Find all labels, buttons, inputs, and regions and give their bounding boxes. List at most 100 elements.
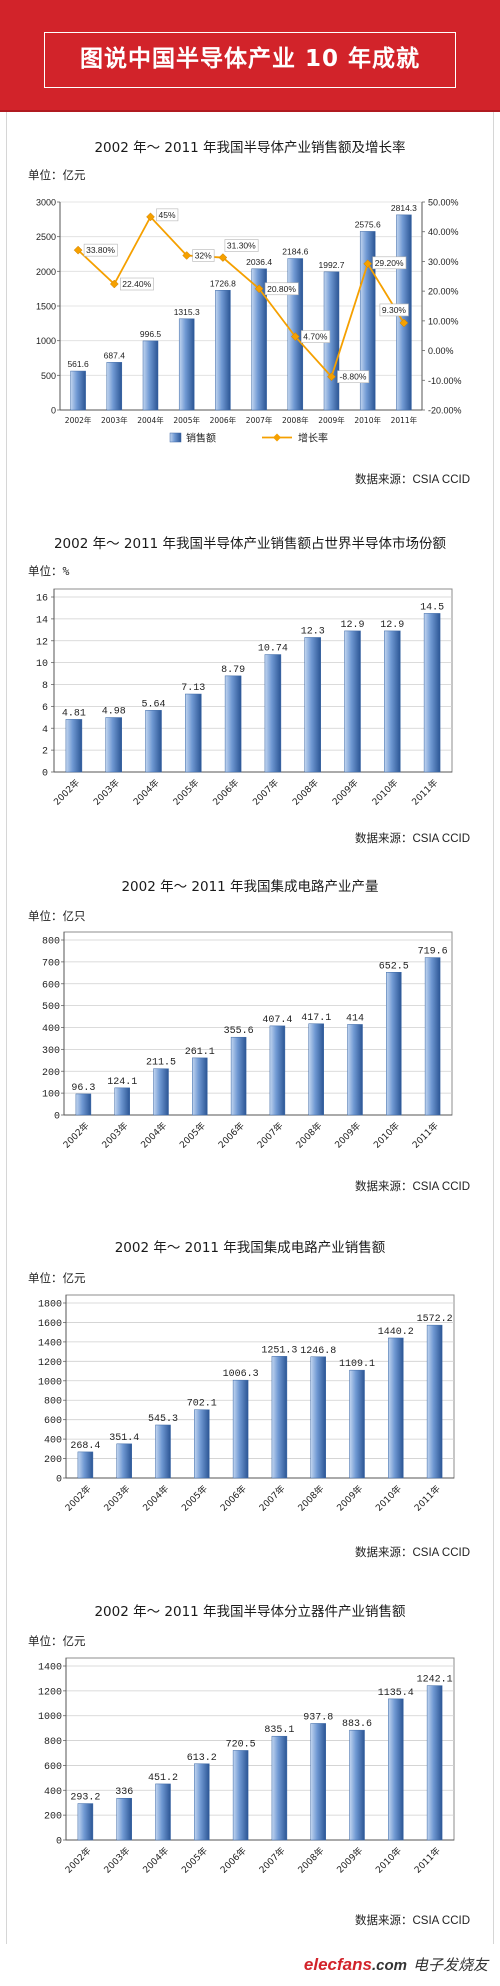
bar-value-label: 545.3: [148, 1414, 178, 1425]
bar: [347, 1024, 363, 1116]
x-tick-label: 2002年: [51, 777, 82, 808]
bar-value-label: 355.6: [224, 1026, 254, 1037]
growth-label-box: [300, 330, 331, 343]
bar-value-label: 336: [115, 1787, 133, 1798]
legend-item-sales: 销售额: [169, 432, 216, 445]
bar: [194, 1409, 210, 1479]
y-tick-label: 300: [42, 1046, 60, 1057]
x-tick-label: 2010年: [373, 1845, 404, 1876]
growth-label-box: [120, 277, 154, 291]
chart-canvas: 0 500 1000 1500 2000 2500 3000 561.6 687.4 996.5 1…: [36, 198, 462, 445]
chart-discrete-device-sales: 0 200 400 600 800 1000 1200 1400 293.2 336 451.2 61…: [0, 1581, 500, 1944]
bar-value-label: 1572.2: [417, 1314, 453, 1325]
chart-unit: 单位：亿只: [28, 909, 86, 923]
y-tick-label: 0: [56, 1475, 62, 1486]
x-tick-label: 2010年: [354, 415, 381, 425]
growth-data-label: 22.40%: [120, 277, 154, 291]
x-tick-label: 2007年: [246, 415, 273, 425]
x-tick-label: 2006年: [210, 777, 241, 808]
bar-value-label: 8.79: [221, 665, 245, 676]
x-tick-label: 2005年: [170, 777, 201, 808]
chart-unit: 单位：%: [28, 564, 70, 578]
x-tick-label: 2008年: [293, 1120, 324, 1151]
chart-semiconductor-sales-growth: 0 500 1000 1500 2000 2500 3000 561.6 687.4 996.5 1…: [0, 118, 500, 500]
header-title-box: 图说中国半导体产业 10 年成就: [44, 32, 456, 88]
bar-value-label: 451.2: [148, 1773, 178, 1784]
x-tick-label: 2006年: [218, 1845, 249, 1876]
x-tick-label: 2003年: [101, 415, 128, 425]
legend-item-growth: 增长率: [262, 432, 328, 445]
growth-label-box: [379, 303, 409, 317]
x-tick-label: 2002年: [62, 1845, 93, 1876]
x-tick-label: 2011年: [409, 777, 440, 808]
chart-title: 2002 年～ 2011 年我国半导体产业销售额及增长率: [94, 140, 406, 156]
y-tick-label: 6: [42, 703, 48, 714]
bar: [153, 1068, 169, 1116]
bar-value-label: 351.4: [109, 1433, 139, 1444]
bar: [224, 675, 242, 773]
bar-value-label: 407.4: [262, 1015, 292, 1026]
bar: [271, 1356, 288, 1479]
x-tick-label: 2009年: [318, 415, 345, 425]
y-tick-label: 800: [44, 1737, 62, 1748]
y-tick-label: 600: [44, 1416, 62, 1427]
growth-label-text: 22.40%: [122, 279, 151, 289]
y-tick-label: 4: [42, 725, 48, 736]
growth-label-text: 31.30%: [227, 241, 256, 251]
growth-label-box: [192, 249, 215, 262]
bar-value-label: 12.9: [380, 620, 404, 631]
x-tick-label: 2010年: [369, 777, 400, 808]
growth-rate-line: [77, 215, 405, 379]
chart-canvas: 0 100 200 300 400 500 600 700 800 96.3 124.1 211.5 2…: [42, 931, 453, 1151]
bar-value-label: 1242.1: [417, 1675, 453, 1686]
x-tick-label: 2006年: [218, 1483, 249, 1514]
bar: [349, 1369, 365, 1479]
bar-value-label: 883.6: [342, 1719, 372, 1730]
x-tick-label: 2010年: [373, 1483, 404, 1514]
y-tick-label: 1000: [38, 1377, 62, 1388]
growth-rate-marker: [254, 284, 264, 294]
growth-data-label: 4.70%: [300, 330, 331, 343]
bar: [426, 1685, 443, 1841]
bar-value-label: 2184.6: [282, 247, 308, 257]
y-tick-label: 400: [42, 1024, 60, 1035]
bar: [344, 630, 361, 773]
x-tick-label: 2009年: [330, 777, 361, 808]
bar: [308, 1023, 324, 1116]
bar: [155, 1424, 171, 1479]
x-tick-label: 2004年: [137, 415, 164, 425]
y-tick-label: 800: [44, 1397, 62, 1408]
chart-source: 数据来源：CSIA CCID: [354, 474, 470, 486]
y-tick-label: 1200: [38, 1687, 62, 1698]
x-tick-label: 2002年: [62, 1483, 93, 1514]
x-tick-label: 2010年: [371, 1120, 402, 1151]
bar: [251, 268, 267, 411]
bar: [194, 1763, 210, 1841]
y-tick-label: 16: [36, 594, 48, 605]
growth-data-label: 32%: [192, 249, 215, 262]
x-tick-label: 2007年: [254, 1120, 285, 1151]
x-tick-label: 2003年: [91, 777, 122, 808]
x-tick-label: 2007年: [256, 1845, 287, 1876]
growth-label-text: 9.30%: [382, 305, 407, 315]
legend-swatch-bar: [169, 432, 182, 443]
bar-value-label: 835.1: [264, 1725, 294, 1736]
bar-value-label: 720.5: [226, 1739, 256, 1750]
growth-label-text: 45%: [159, 210, 176, 220]
y-tick-label: 8: [42, 681, 48, 692]
bar: [215, 290, 231, 411]
growth-rate-marker: [399, 318, 409, 328]
growth-rate-marker: [290, 332, 300, 341]
x-tick-label: 2011年: [391, 415, 418, 425]
growth-label-box: [224, 239, 259, 252]
bar: [106, 362, 123, 411]
bar: [178, 318, 195, 411]
y-tick-label: 0: [51, 406, 56, 416]
chart-source: 数据来源：CSIA CCID: [354, 833, 470, 845]
bar-value-label: 211.5: [146, 1058, 176, 1069]
bar: [142, 340, 159, 411]
x-tick-label: 2008年: [295, 1483, 326, 1514]
bar: [145, 710, 162, 773]
y-tick-label: 14: [36, 615, 48, 626]
bar-value-label: 5.64: [141, 699, 165, 710]
